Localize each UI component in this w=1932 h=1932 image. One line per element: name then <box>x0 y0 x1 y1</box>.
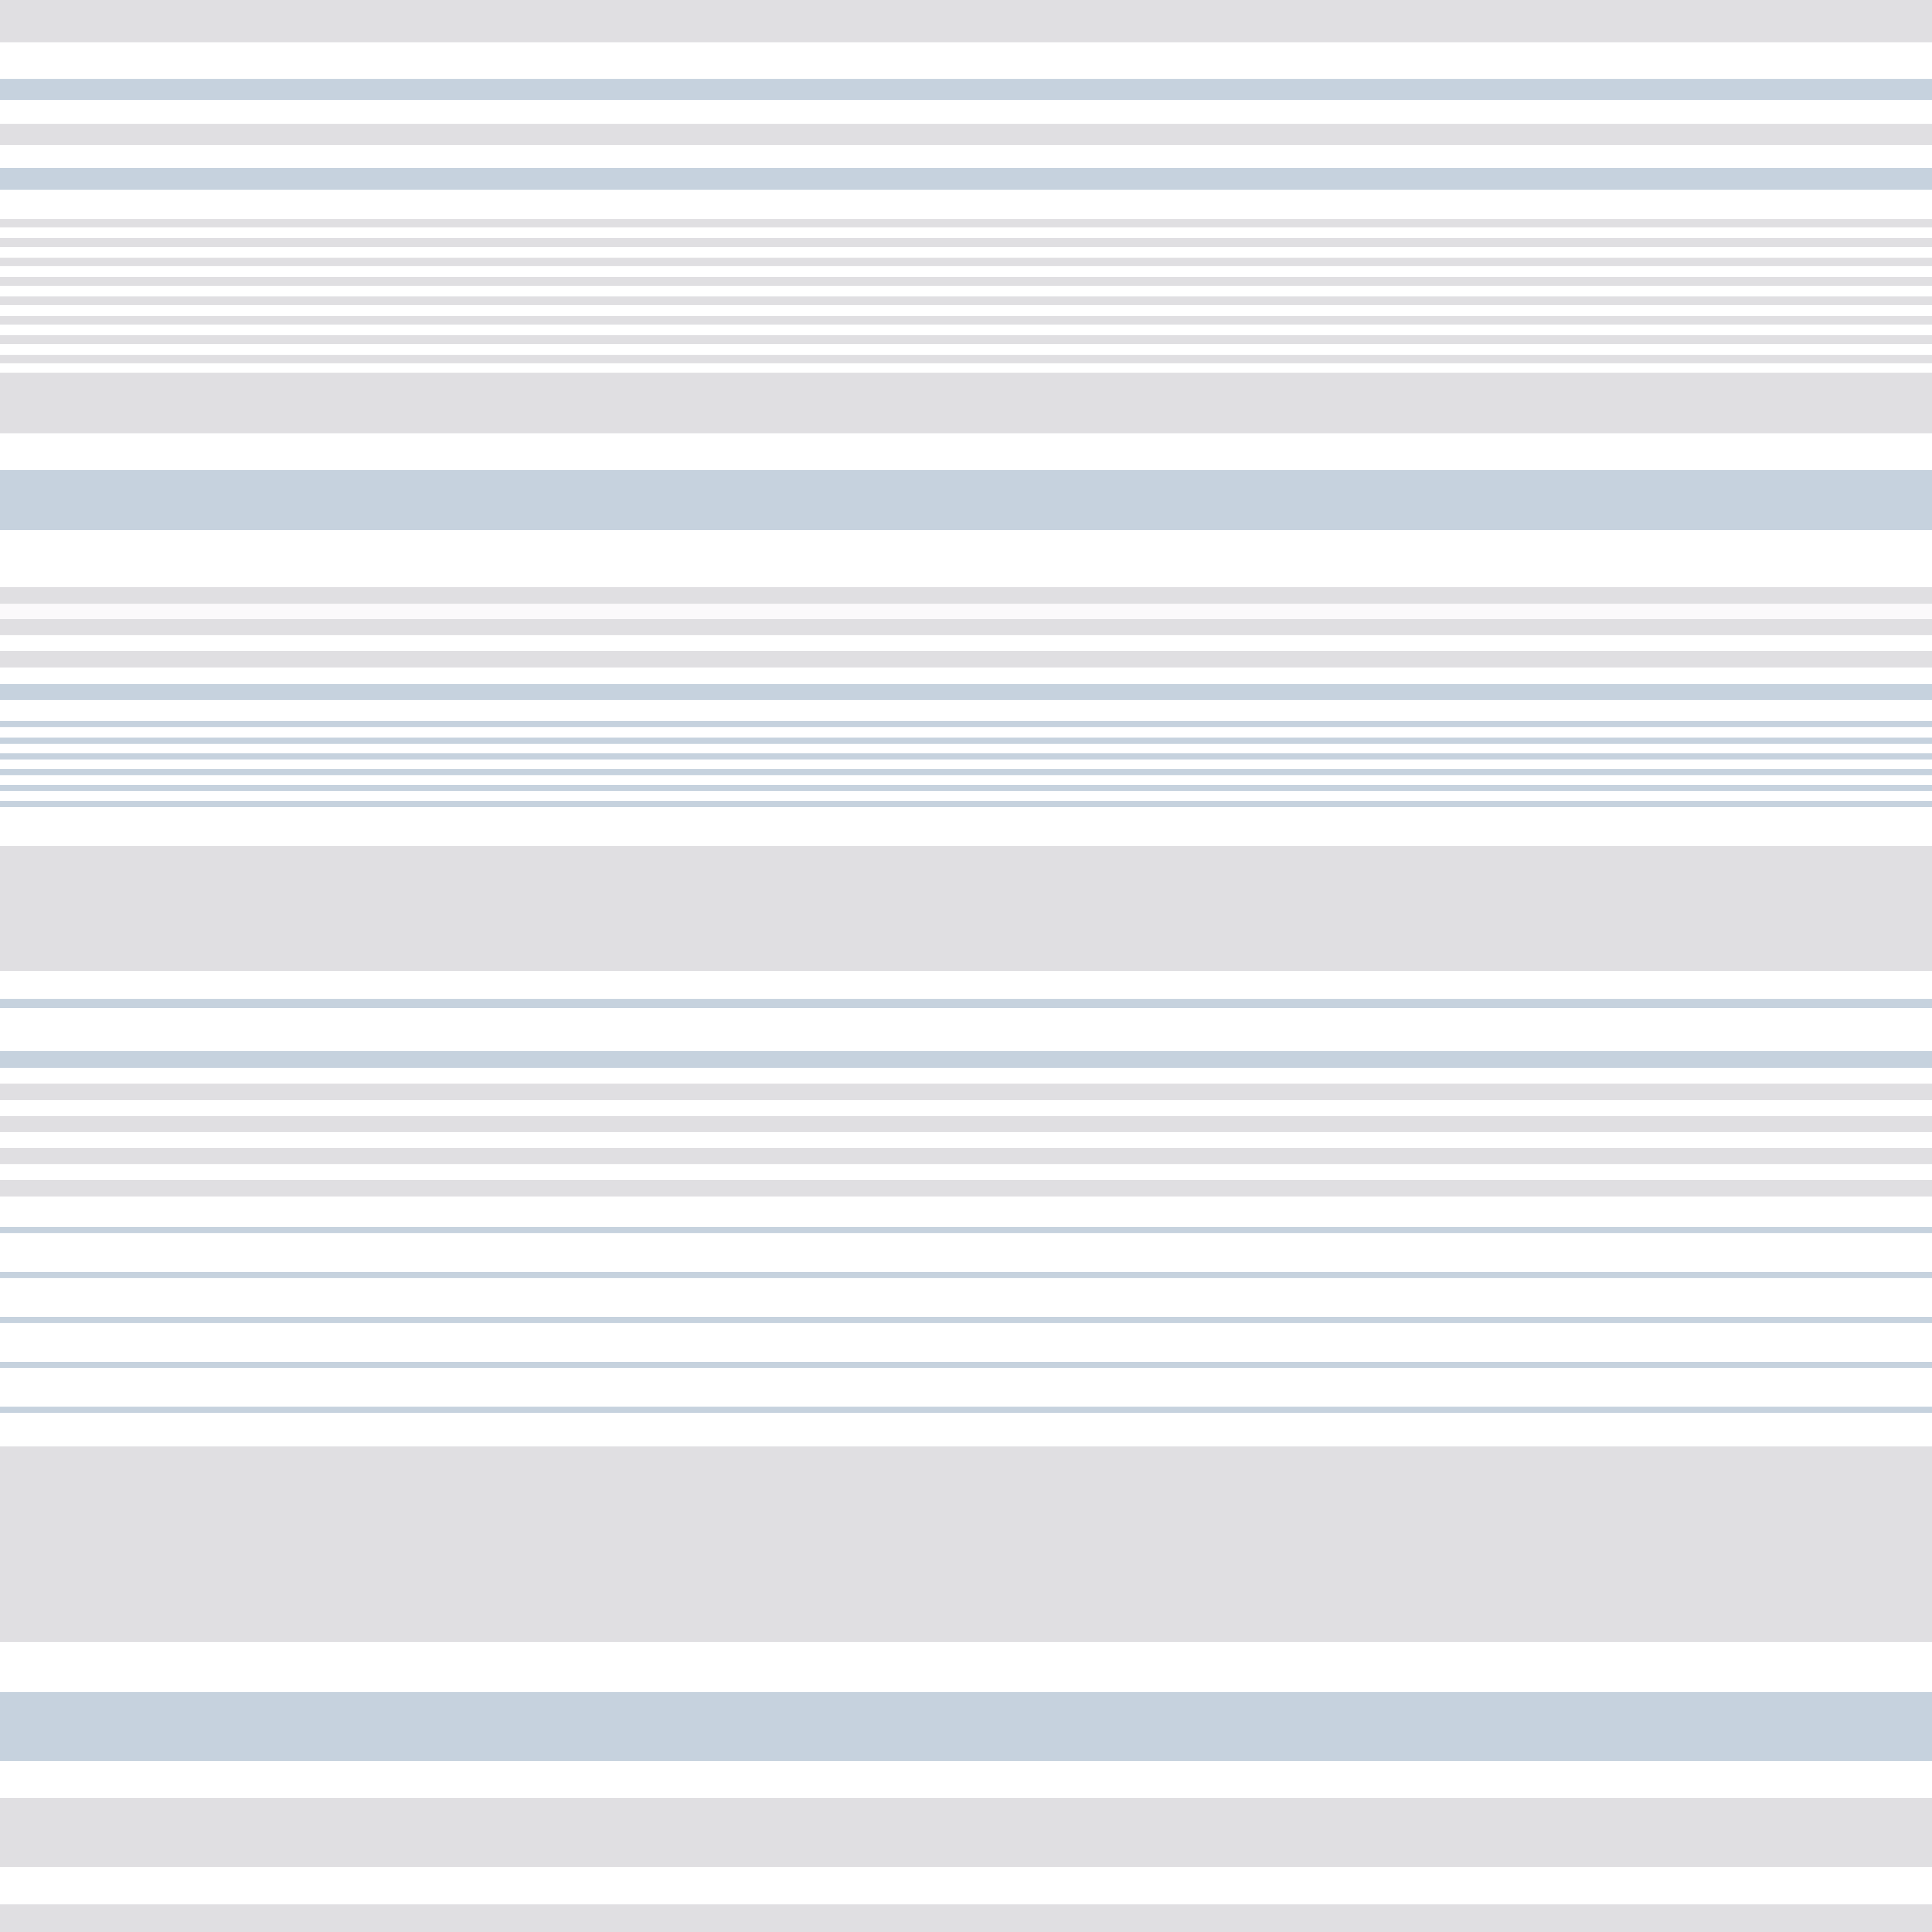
stripe <box>0 721 1932 727</box>
stripe <box>0 587 1932 604</box>
stripe <box>0 801 1932 807</box>
stripe <box>0 168 1932 190</box>
stripe <box>0 219 1932 227</box>
stripe <box>0 1227 1932 1233</box>
stripe <box>0 1084 1932 1100</box>
stripe <box>0 79 1932 100</box>
stripe <box>0 1904 1932 1932</box>
stripe <box>0 316 1932 325</box>
stripe <box>0 651 1932 668</box>
stripe <box>0 1798 1932 1867</box>
stripe <box>0 999 1932 1008</box>
stripe <box>0 753 1932 760</box>
stripe <box>0 296 1932 305</box>
stripe <box>0 1051 1932 1068</box>
stripe <box>0 1272 1932 1278</box>
stripe <box>0 470 1932 530</box>
stripe <box>0 604 1932 619</box>
stripe <box>0 1317 1932 1323</box>
stripe <box>0 238 1932 247</box>
stripe <box>0 258 1932 266</box>
stripe <box>0 1180 1932 1197</box>
stripe <box>0 1692 1932 1761</box>
stripe <box>0 277 1932 286</box>
stripe <box>0 355 1932 363</box>
stripe <box>0 785 1932 791</box>
stripe <box>0 1362 1932 1368</box>
stripe <box>0 1116 1932 1132</box>
stripe <box>0 1446 1932 1642</box>
stripe <box>0 619 1932 635</box>
stripe <box>0 846 1932 971</box>
stripe <box>0 373 1932 433</box>
stripe <box>0 1407 1932 1413</box>
stripe <box>0 769 1932 775</box>
stripe <box>0 124 1932 145</box>
stripe <box>0 1148 1932 1164</box>
stripe <box>0 684 1932 700</box>
stripe <box>0 0 1932 42</box>
stripe <box>0 738 1932 744</box>
stripe <box>0 335 1932 344</box>
